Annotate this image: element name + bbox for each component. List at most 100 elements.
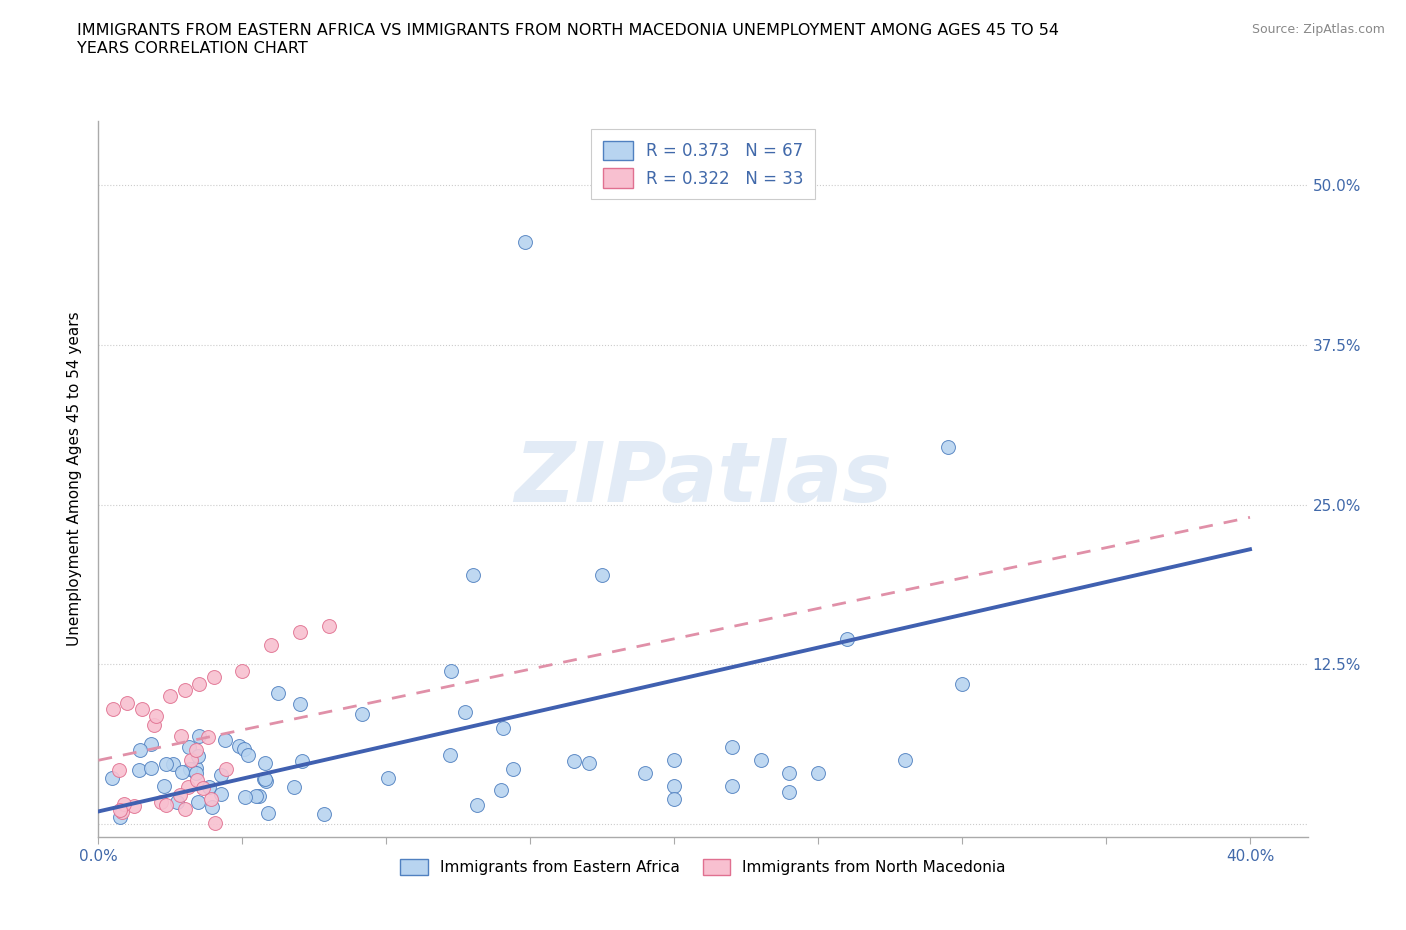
Point: [245, 789, 267, 804]
Point: [253, 772, 276, 787]
Point: [209, 768, 232, 783]
Point: [254, 774, 277, 789]
Point: [145, 708, 167, 723]
Point: [254, 756, 277, 771]
Point: [204, 816, 226, 830]
Text: IMMIGRANTS FROM EASTERN AFRICA VS IMMIGRANTS FROM NORTH MACEDONIA UNEMPLOYMENT A: IMMIGRANTS FROM EASTERN AFRICA VS IMMIGR…: [77, 23, 1059, 56]
Point: [440, 664, 463, 679]
Point: [291, 754, 314, 769]
Point: [200, 792, 222, 807]
Point: [214, 732, 236, 747]
Point: [513, 235, 536, 250]
Point: [233, 790, 256, 804]
Point: [215, 762, 238, 777]
Point: [159, 689, 181, 704]
Point: [188, 676, 211, 691]
Point: [184, 761, 207, 776]
Point: [111, 804, 134, 819]
Point: [129, 743, 152, 758]
Point: [186, 765, 208, 780]
Point: [131, 702, 153, 717]
Point: [228, 738, 250, 753]
Text: ZIPatlas: ZIPatlas: [515, 438, 891, 520]
Point: [664, 778, 686, 793]
Point: [139, 761, 162, 776]
Point: [177, 739, 200, 754]
Point: [664, 791, 686, 806]
Point: [202, 670, 225, 684]
Point: [257, 806, 280, 821]
Point: [191, 780, 214, 795]
Point: [115, 696, 138, 711]
Point: [122, 798, 145, 813]
Point: [720, 740, 742, 755]
Point: [578, 756, 600, 771]
Point: [492, 721, 515, 736]
Point: [169, 788, 191, 803]
Point: [465, 798, 488, 813]
Point: [232, 741, 254, 756]
Point: [314, 806, 336, 821]
Point: [142, 717, 165, 732]
Point: [461, 567, 484, 582]
Point: [350, 707, 373, 722]
Point: [238, 748, 260, 763]
Point: [170, 764, 193, 779]
Point: [139, 737, 162, 751]
Legend: Immigrants from Eastern Africa, Immigrants from North Macedonia: Immigrants from Eastern Africa, Immigran…: [392, 852, 1014, 883]
Point: [778, 765, 800, 780]
Point: [664, 753, 686, 768]
Y-axis label: Unemployment Among Ages 45 to 54 years: Unemployment Among Ages 45 to 54 years: [67, 312, 83, 646]
Point: [162, 757, 184, 772]
Point: [186, 742, 208, 757]
Point: [209, 786, 232, 801]
Point: [502, 761, 524, 776]
Point: [186, 772, 208, 787]
Point: [187, 795, 209, 810]
Point: [720, 778, 742, 793]
Point: [807, 765, 830, 780]
Point: [283, 779, 305, 794]
Point: [936, 440, 959, 455]
Point: [177, 780, 200, 795]
Point: [778, 785, 800, 800]
Point: [454, 705, 477, 720]
Point: [591, 567, 613, 582]
Point: [101, 702, 124, 717]
Text: Source: ZipAtlas.com: Source: ZipAtlas.com: [1251, 23, 1385, 36]
Point: [491, 783, 513, 798]
Point: [247, 789, 270, 804]
Point: [318, 618, 340, 633]
Point: [180, 752, 202, 767]
Point: [288, 697, 311, 711]
Point: [173, 683, 195, 698]
Point: [893, 753, 915, 768]
Point: [155, 756, 177, 771]
Point: [108, 809, 131, 824]
Point: [150, 795, 173, 810]
Point: [108, 803, 131, 817]
Point: [153, 778, 176, 793]
Point: [835, 631, 858, 646]
Point: [253, 771, 276, 786]
Point: [634, 765, 657, 780]
Point: [155, 798, 177, 813]
Point: [114, 796, 136, 811]
Point: [187, 749, 209, 764]
Point: [197, 729, 219, 744]
Point: [188, 728, 211, 743]
Point: [201, 800, 224, 815]
Point: [166, 794, 188, 809]
Point: [439, 748, 461, 763]
Point: [260, 638, 283, 653]
Point: [101, 770, 124, 785]
Point: [179, 762, 201, 777]
Point: [267, 685, 290, 700]
Point: [108, 763, 131, 777]
Point: [231, 663, 253, 678]
Point: [950, 676, 973, 691]
Point: [170, 729, 193, 744]
Point: [562, 753, 585, 768]
Point: [174, 802, 197, 817]
Point: [128, 763, 150, 777]
